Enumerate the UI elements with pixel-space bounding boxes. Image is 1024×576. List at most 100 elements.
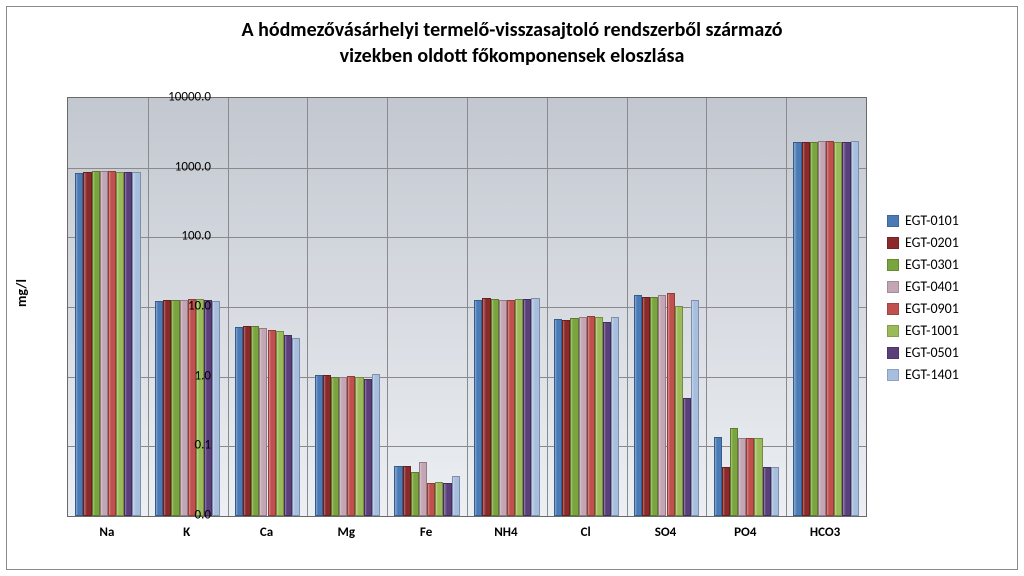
bar — [116, 172, 124, 516]
bar — [826, 141, 834, 516]
bar — [851, 141, 859, 516]
legend-label: EGT-0901 — [905, 300, 959, 317]
bar — [611, 317, 619, 516]
gridline-v — [706, 98, 707, 516]
bar — [634, 295, 642, 516]
ytick-label: 10000.0 — [155, 90, 211, 105]
bar — [730, 428, 738, 516]
gridline-v — [307, 98, 308, 516]
bar — [243, 326, 251, 516]
gridline-v — [627, 98, 628, 516]
bar — [284, 335, 292, 516]
bar — [251, 326, 259, 516]
bar — [810, 142, 818, 516]
legend-label: EGT-0501 — [905, 344, 959, 361]
legend-swatch — [887, 215, 899, 227]
bar — [507, 300, 515, 516]
xtick-label: Ca — [260, 525, 273, 540]
bar — [163, 300, 171, 516]
title-line-1: A hódmezővásárhelyi termelő-visszasajtol… — [241, 18, 782, 42]
legend: EGT-0101EGT-0201EGT-0301EGT-0401EGT-0901… — [887, 207, 1009, 388]
legend-item: EGT-0901 — [887, 300, 1009, 317]
bar — [235, 327, 243, 516]
bar — [124, 172, 132, 516]
gridline-v — [467, 98, 468, 516]
legend-item: EGT-1401 — [887, 366, 1009, 383]
bar — [523, 299, 531, 516]
bar — [292, 338, 300, 516]
bar — [738, 438, 746, 516]
bar — [180, 300, 188, 516]
legend-item: EGT-0501 — [887, 344, 1009, 361]
gridline-v — [547, 98, 548, 516]
bar — [714, 437, 722, 516]
ytick-label: 0.0 — [155, 508, 211, 523]
legend-swatch — [887, 303, 899, 315]
bar — [196, 299, 204, 516]
bar — [171, 300, 179, 516]
xtick-label: Mg — [338, 525, 356, 540]
bar — [259, 328, 267, 516]
bar — [204, 300, 212, 516]
ytick-label: 0.1 — [155, 438, 211, 453]
bar — [75, 173, 83, 516]
legend-item: EGT-0201 — [887, 234, 1009, 251]
bar — [323, 375, 331, 516]
xtick-label: Cl — [581, 525, 591, 540]
bar — [834, 142, 842, 516]
bar — [515, 299, 523, 516]
bar — [802, 142, 810, 516]
bar — [603, 322, 611, 516]
ytick-label: 1000.0 — [155, 159, 211, 174]
xtick-label: Fe — [420, 525, 432, 540]
bar — [364, 379, 372, 516]
bar — [155, 301, 163, 516]
bar — [683, 398, 691, 516]
bar — [570, 318, 578, 516]
bar — [842, 142, 850, 516]
xtick-label: HCO3 — [810, 525, 840, 540]
bar — [531, 298, 539, 516]
bar — [355, 377, 363, 516]
xtick-label: SO4 — [655, 525, 677, 540]
legend-item: EGT-1001 — [887, 322, 1009, 339]
bar — [650, 297, 658, 516]
bar — [658, 295, 666, 516]
bar — [452, 476, 460, 516]
xtick-label: Na — [99, 525, 114, 540]
bar — [403, 466, 411, 516]
legend-item: EGT-0101 — [887, 212, 1009, 229]
bar — [491, 299, 499, 516]
ytick-label: 10.0 — [155, 299, 211, 314]
bar — [818, 141, 826, 516]
bar — [562, 320, 570, 516]
chart-title: A hódmezővásárhelyi termelő-visszasajtol… — [7, 17, 1017, 69]
gridline-v — [786, 98, 787, 516]
legend-label: EGT-1401 — [905, 366, 959, 383]
bar — [474, 300, 482, 516]
bar — [188, 299, 196, 516]
xtick-label: K — [183, 525, 190, 540]
title-line-2: vizekben oldott főkomponensek eloszlása — [340, 44, 685, 68]
gridline-v — [228, 98, 229, 516]
legend-swatch — [887, 259, 899, 271]
bar — [675, 306, 683, 516]
bar — [92, 171, 100, 516]
xtick-label: NH4 — [494, 525, 517, 540]
bar — [315, 375, 323, 516]
bar — [763, 467, 771, 516]
bar — [443, 483, 451, 516]
ytick-label: 100.0 — [155, 229, 211, 244]
bar — [132, 172, 140, 516]
bar — [268, 330, 276, 516]
bar — [722, 467, 730, 516]
bar — [347, 376, 355, 516]
legend-label: EGT-1001 — [905, 322, 959, 339]
ytick-label: 1.0 — [155, 368, 211, 383]
legend-label: EGT-0401 — [905, 278, 959, 295]
legend-swatch — [887, 347, 899, 359]
bar — [339, 377, 347, 516]
legend-swatch — [887, 369, 899, 381]
bar — [579, 317, 587, 516]
bar — [419, 462, 427, 516]
